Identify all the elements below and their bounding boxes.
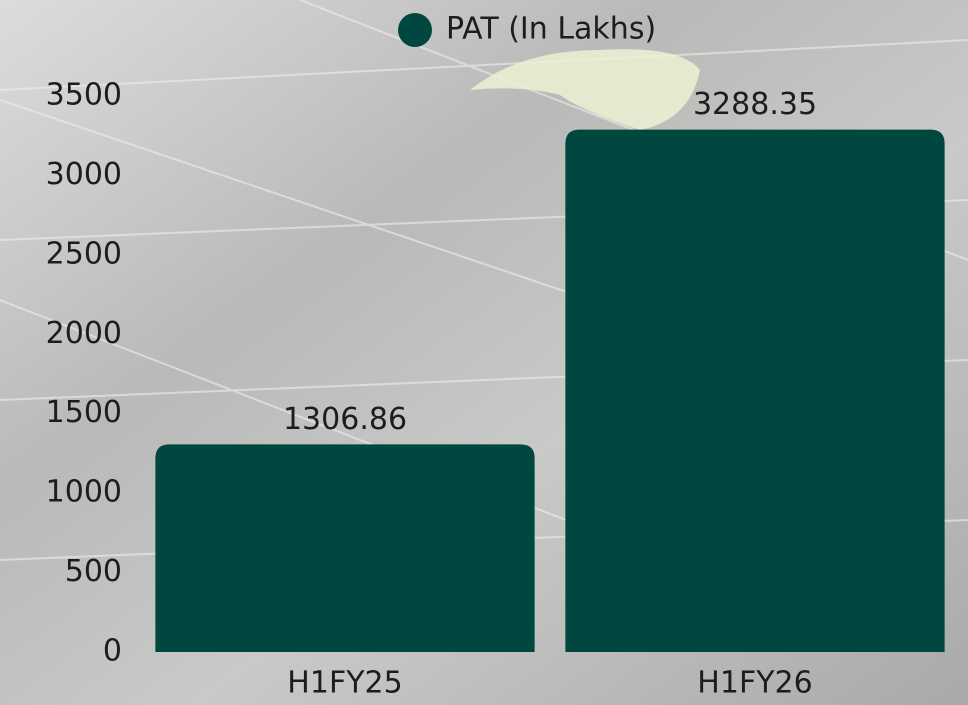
y-tick-label: 500 bbox=[65, 554, 122, 589]
y-tick-label: 1000 bbox=[46, 475, 122, 510]
y-tick-label: 3500 bbox=[46, 78, 122, 113]
x-tick-label: H1FY26 bbox=[697, 666, 812, 701]
bar bbox=[565, 129, 945, 652]
background-object bbox=[470, 49, 700, 130]
y-tick-label: 1500 bbox=[46, 395, 122, 430]
data-label: 1306.86 bbox=[283, 402, 407, 437]
y-tick-label: 2500 bbox=[46, 236, 122, 271]
data-label: 3288.35 bbox=[693, 87, 817, 122]
legend-label: PAT (In Lakhs) bbox=[446, 12, 656, 47]
y-tick-label: 2000 bbox=[46, 316, 122, 351]
bar bbox=[155, 444, 535, 652]
legend-marker bbox=[398, 13, 432, 47]
y-tick-label: 3000 bbox=[46, 157, 122, 192]
y-tick-label: 0 bbox=[103, 634, 122, 669]
x-tick-label: H1FY25 bbox=[287, 666, 402, 701]
